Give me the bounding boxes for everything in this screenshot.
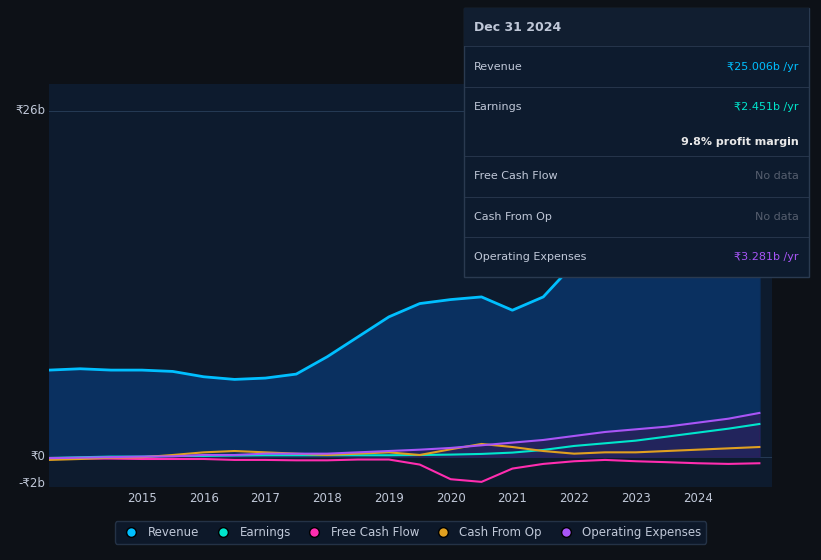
Text: ₹3.281b /yr: ₹3.281b /yr: [734, 252, 799, 262]
Text: ₹26b: ₹26b: [16, 104, 46, 117]
Text: Operating Expenses: Operating Expenses: [474, 252, 586, 262]
Text: Earnings: Earnings: [474, 102, 522, 112]
Legend: Revenue, Earnings, Free Cash Flow, Cash From Op, Operating Expenses: Revenue, Earnings, Free Cash Flow, Cash …: [115, 521, 706, 544]
Text: ₹25.006b /yr: ₹25.006b /yr: [727, 62, 799, 72]
Text: 9.8% profit margin: 9.8% profit margin: [681, 137, 799, 147]
Text: No data: No data: [755, 171, 799, 181]
Text: No data: No data: [755, 212, 799, 222]
Text: Free Cash Flow: Free Cash Flow: [474, 171, 557, 181]
Text: -₹2b: -₹2b: [19, 477, 46, 489]
Text: ₹0: ₹0: [30, 450, 46, 463]
Text: Dec 31 2024: Dec 31 2024: [474, 21, 561, 34]
Text: ₹2.451b /yr: ₹2.451b /yr: [734, 102, 799, 112]
Text: Cash From Op: Cash From Op: [474, 212, 552, 222]
Text: Revenue: Revenue: [474, 62, 522, 72]
